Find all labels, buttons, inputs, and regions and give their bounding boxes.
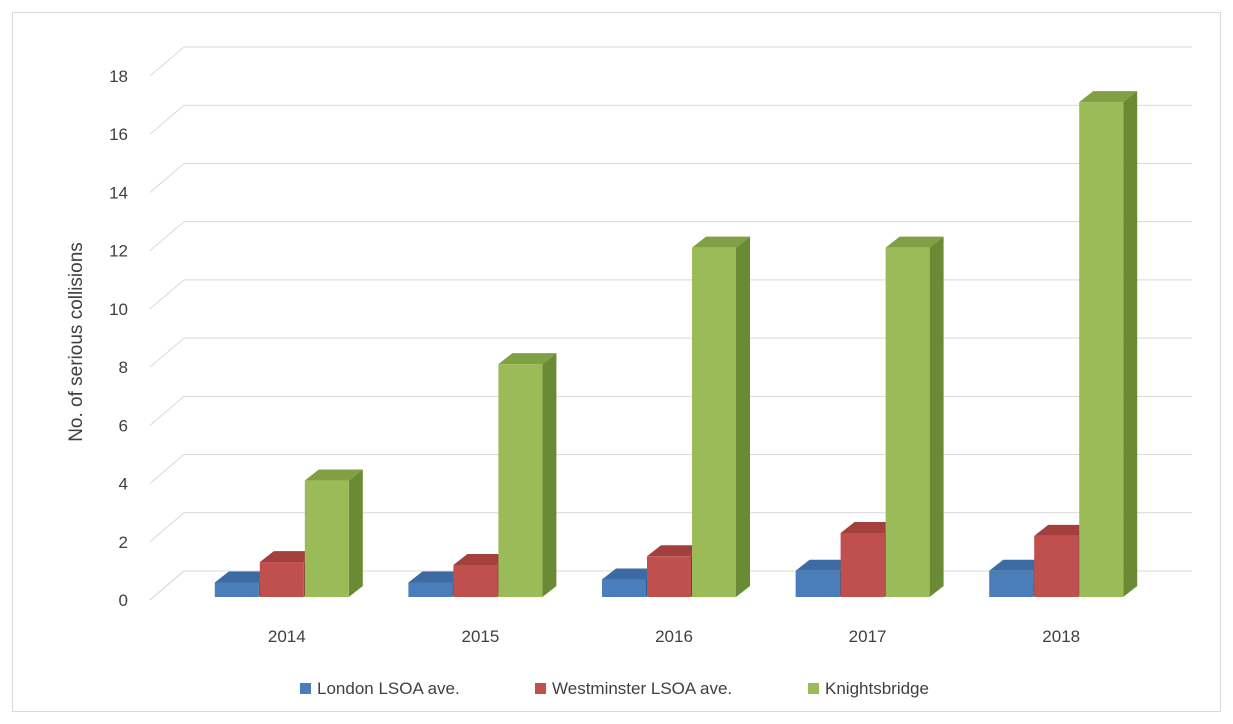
y-tick-label: 4	[119, 475, 128, 494]
bar-front	[214, 582, 259, 597]
y-tick-label: 18	[109, 67, 128, 86]
y-tick-label: 0	[119, 591, 128, 610]
legend: London LSOA ave. Westminster LSOA ave. Kni…	[300, 679, 929, 698]
bar-knightsbridge-2018	[1079, 91, 1138, 597]
legend-swatch	[535, 683, 546, 694]
bar-front	[259, 562, 304, 597]
y-tick-label: 12	[109, 242, 128, 261]
bar-front	[1079, 102, 1124, 597]
y-tick-label: 6	[119, 416, 128, 435]
bars	[214, 91, 1138, 597]
bar-front	[989, 570, 1034, 597]
bar-top	[1034, 524, 1093, 536]
bar-top	[259, 551, 318, 563]
bar-top	[304, 469, 363, 481]
bar-westminster-lsoa-ave-2015	[453, 553, 512, 597]
y-tick-label: 14	[109, 183, 128, 202]
bar-top	[1079, 91, 1138, 103]
floor-edge	[149, 570, 185, 601]
x-tick-label: 2018	[1042, 627, 1080, 646]
y-axis-ticks: 0 2 4 6 8 10 12 14 16 18	[109, 67, 128, 610]
legend-label: London LSOA ave.	[317, 679, 460, 698]
bar-top	[602, 568, 660, 580]
bar-front	[304, 480, 349, 597]
gridline-depth	[149, 46, 185, 77]
bar-front	[602, 579, 646, 597]
bar-top	[885, 236, 944, 248]
y-tick-label: 10	[109, 300, 128, 319]
bar-top	[647, 545, 705, 557]
gridline-depth	[149, 337, 185, 368]
x-tick-label: 2016	[655, 627, 693, 646]
bar-front	[453, 564, 498, 597]
x-axis-ticks: 2014 2015 2016 2017 2018	[268, 627, 1080, 646]
gridline-depth	[149, 104, 185, 135]
y-tick-label: 2	[119, 533, 128, 552]
gridline-depth	[149, 279, 185, 310]
bar-knightsbridge-2016	[692, 236, 750, 597]
bar-top	[498, 353, 557, 365]
bar-front	[498, 364, 543, 597]
bar-top	[408, 571, 467, 583]
bar-knightsbridge-2017	[885, 236, 944, 597]
bar-side	[1123, 91, 1138, 597]
bar-side	[348, 469, 363, 597]
gridline-depth	[149, 395, 185, 426]
x-tick-label: 2014	[268, 627, 306, 646]
bar-front	[692, 247, 736, 597]
bar-front	[1034, 535, 1079, 597]
legend-label: Knightsbridge	[825, 679, 929, 698]
x-tick-label: 2015	[461, 627, 499, 646]
legend-swatch	[808, 683, 819, 694]
bar-knightsbridge-2015	[498, 353, 557, 597]
bar-front	[840, 532, 885, 597]
legend-label: Westminster LSOA ave.	[552, 679, 732, 698]
y-tick-label: 8	[119, 358, 128, 377]
bar-front	[795, 570, 840, 597]
gridline-depth	[149, 512, 185, 543]
gridline-depth	[149, 163, 185, 193]
bar-top	[453, 553, 512, 565]
bar-top	[840, 521, 899, 533]
bar-top	[214, 571, 273, 583]
bar-side	[929, 236, 944, 597]
bar-top	[692, 236, 750, 248]
gridline-depth	[149, 221, 185, 252]
y-tick-label: 16	[109, 125, 128, 144]
bar-front	[647, 556, 691, 597]
bar-top	[795, 559, 854, 571]
gridline-depth	[149, 454, 185, 484]
bar-top	[989, 559, 1048, 571]
bar-front	[408, 582, 453, 597]
y-axis-title: No. of serious collisions	[66, 242, 87, 442]
legend-swatch	[300, 683, 311, 694]
bar-side	[736, 236, 750, 597]
bar-front	[885, 247, 930, 597]
bar-side	[542, 353, 557, 597]
x-tick-label: 2017	[849, 627, 887, 646]
bar-knightsbridge-2014	[304, 469, 363, 597]
